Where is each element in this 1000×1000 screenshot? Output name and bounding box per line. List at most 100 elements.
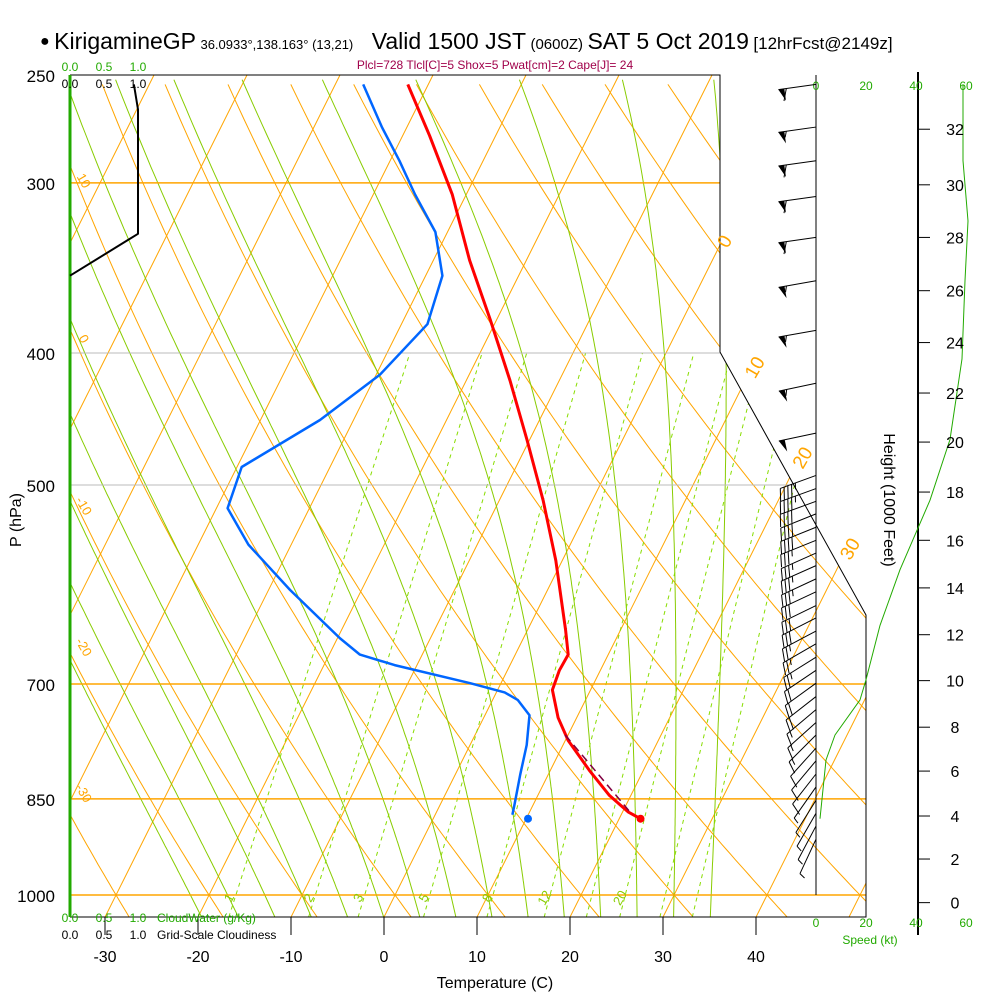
speed-tick-bottom: 60	[959, 916, 973, 930]
wind-barb-half	[797, 859, 803, 865]
utc-time: (0600Z)	[530, 36, 583, 53]
mixing-ratio-line	[228, 352, 411, 917]
moist-adiabat-line	[518, 79, 638, 917]
wind-barb	[793, 786, 817, 824]
wind-barb-full	[785, 633, 789, 646]
cloudiness-profile-line	[69, 84, 139, 277]
wind-barb-full	[784, 579, 787, 593]
wind-barb-staff	[788, 734, 817, 763]
surface-dewpoint-point	[524, 814, 533, 823]
mixing-ratio-label: 5	[415, 891, 432, 905]
wind-barb	[778, 236, 817, 255]
wind-barb-staff	[778, 160, 817, 167]
wind-barb-staff	[791, 760, 817, 791]
dry-adiabat-line	[164, 84, 694, 917]
height-tick-label: 16	[946, 533, 964, 550]
speed-axis-label: Speed (kt)	[842, 933, 897, 947]
wind-barb-full	[781, 635, 785, 648]
wind-barb-staff	[780, 488, 817, 503]
surface-temperature-point	[636, 814, 645, 823]
wind-barb-full	[784, 566, 787, 580]
wind-barb	[784, 682, 817, 718]
mixing-ratio-label: 1	[221, 891, 238, 905]
wind-barb	[786, 709, 817, 747]
isotherm-line	[383, 75, 806, 917]
wind-barb-staff	[780, 500, 817, 515]
wind-barb-half	[791, 758, 796, 765]
cloudwater-tick-top: 1.0	[130, 60, 147, 74]
height-tick-label: 12	[946, 628, 964, 645]
wind-barb	[792, 773, 817, 815]
cloudwater-tick-bottom: 1.0	[130, 911, 147, 925]
moist-adiabat-line	[415, 79, 602, 917]
dry-adiabat-label: -30	[73, 781, 95, 805]
wind-barb-pennant	[778, 286, 787, 299]
wind-barb-pennant	[778, 241, 786, 254]
height-tick-label: 26	[946, 284, 964, 301]
mixing-ratio-line	[486, 352, 643, 917]
chart-header: ● KirigamineGP 36.0933°,138.163° (13,21)…	[40, 28, 893, 55]
wind-barb-staff	[792, 773, 817, 805]
pressure-tick-label: 500	[27, 477, 55, 496]
station-bullet-icon: ●	[40, 33, 50, 50]
wind-barb	[791, 760, 817, 801]
wind-barb-staff	[782, 643, 817, 664]
wind-barb-pennant	[778, 88, 786, 101]
wind-barb	[779, 500, 817, 527]
wind-barb-staff	[783, 656, 817, 678]
wind-barb-half	[793, 817, 799, 824]
wind-barb-full	[791, 523, 794, 537]
wind-barb-full	[788, 565, 791, 578]
wind-barb-full	[784, 705, 790, 718]
height-tick-label: 2	[951, 852, 960, 869]
isotherm-label: 20	[789, 444, 818, 473]
temperature-tick-label: 10	[468, 949, 486, 966]
cloudwater-tick-bottom: 0.5	[96, 911, 113, 925]
wind-barb	[787, 722, 817, 760]
wind-barb-full	[784, 593, 788, 606]
cloudiness-label: Grid-Scale Cloudiness	[157, 928, 276, 942]
mixing-ratio-line	[691, 352, 827, 917]
moist-adiabat-line	[70, 79, 349, 917]
pressure-tick-label: 700	[27, 676, 55, 695]
height-tick-label: 0	[951, 896, 960, 913]
wind-barb-pennant	[778, 200, 786, 213]
cloudwater-tick-bottom: 0.0	[62, 911, 79, 925]
wind-barb	[781, 617, 817, 648]
wind-barb	[780, 552, 817, 582]
wind-barb-full	[780, 541, 783, 555]
wind-barb-full	[786, 660, 790, 674]
moist-adiabat-line	[709, 79, 727, 917]
isotherm-line	[104, 75, 527, 917]
isotherm-label: 30	[836, 535, 865, 564]
wind-barb-full	[780, 568, 784, 582]
height-tick-label: 20	[946, 435, 964, 452]
mixing-ratio-line	[659, 352, 798, 917]
wind-barb-staff	[780, 526, 817, 542]
wind-barb-full	[783, 526, 786, 540]
wind-barb	[783, 656, 817, 690]
height-tick-label: 8	[951, 720, 960, 737]
x-axis-label: Temperature (C)	[437, 975, 553, 992]
height-tick-label: 14	[946, 581, 964, 598]
wind-barb	[797, 825, 817, 865]
wind-barb-full	[787, 551, 790, 565]
isotherm-line	[197, 75, 620, 917]
mixing-ratio-line	[308, 352, 483, 917]
wind-barb-half	[796, 845, 802, 852]
wind-barb	[780, 565, 817, 594]
wind-barb-staff	[781, 591, 817, 609]
isotherm-label: 10	[741, 353, 770, 382]
wind-barb-half	[789, 658, 792, 666]
dry-adiabat-line	[70, 84, 412, 917]
wind-barb-full	[783, 200, 787, 214]
wind-barb	[780, 526, 817, 555]
wind-barb-staff	[778, 382, 817, 392]
wind-barb-pennant	[778, 439, 788, 452]
wind-barb-full	[785, 719, 791, 733]
speed-tick-bottom: 20	[859, 916, 873, 930]
wind-barb-staff	[780, 474, 817, 489]
wind-barb-staff	[778, 329, 817, 338]
speed-tick-bottom: 0	[813, 916, 820, 930]
wind-speed-profile-line	[819, 84, 969, 819]
